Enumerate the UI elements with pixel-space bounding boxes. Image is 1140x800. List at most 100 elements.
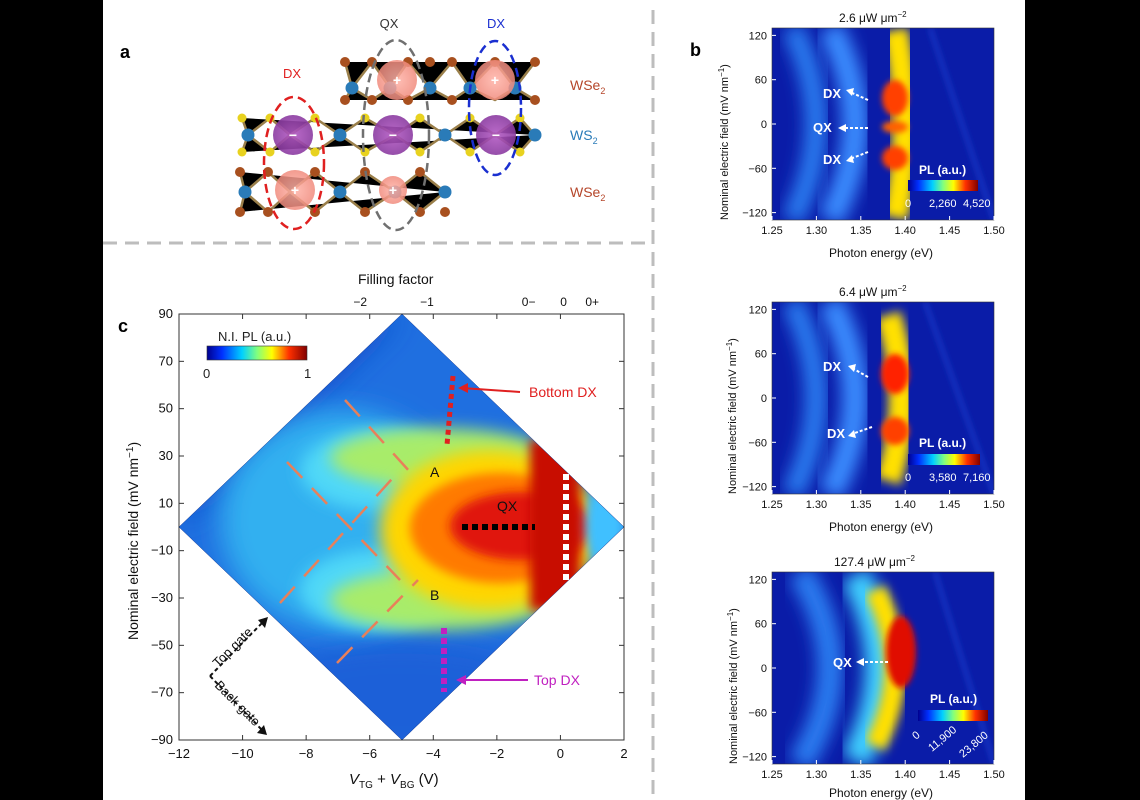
top-tick-label: 0 [560,295,567,309]
hole-symbol: + [291,182,299,198]
b-y-tick-label: 60 [755,349,767,361]
y-tick-label: 10 [159,495,173,510]
colorbar-max: 1 [304,366,311,381]
power-title-3: 127.4 μW μm−2 [834,554,916,569]
colorbar-min: 0 [203,366,210,381]
b3-qx-label: QX [833,655,852,670]
y-tick-label: −10 [151,543,173,558]
b2-ylabel: Nominal electric field (mV nm−1) [725,338,739,494]
b-x-tick-label: 1.25 [761,499,782,511]
b-y-tick-label: −60 [748,707,767,719]
qx-label: QX [380,16,399,31]
b-x-tick-label: 1.45 [939,769,960,781]
panel-c-axes-frame [178,313,625,741]
top-axis-title: Filling factor [358,271,434,287]
electron-symbol: − [389,127,397,143]
x-tick-label: −2 [489,746,504,761]
b-x-tick-label: 1.30 [806,769,827,781]
x-tick-label: −8 [299,746,314,761]
b-x-tick-label: 1.30 [806,499,827,511]
b-x-tick-label: 1.50 [983,499,1004,511]
x-tick-label: 0 [557,746,564,761]
b1-cb-tick: 4,520 [963,198,991,210]
hole-charges [275,60,515,210]
y-tick-label: 50 [159,401,173,416]
panel-c: c [118,271,628,791]
top-tick-label: −2 [353,295,367,309]
b-x-tick-label: 1.25 [761,769,782,781]
panel-c-axes: −12 −10 −8 −6 −4 −2 0 29070503010−10−30−50−70−9… [151,295,628,761]
nipl-colorbar [206,345,308,361]
b3-colorbar-title: PL (a.u.) [930,692,977,706]
panel-letter-c: c [118,316,128,336]
y-tick-label: −70 [151,685,173,700]
b-y-tick-label: 0 [761,393,767,405]
figure-canvas: a [103,0,1025,800]
y-tick-label: 90 [159,306,173,321]
b-x-tick-label: 1.40 [894,499,915,511]
b1-dx-top-label: DX [823,86,841,101]
power-title-2: 6.4 μW μm−2 [839,284,907,299]
b-x-tick-label: 1.50 [983,769,1004,781]
top-gate-arrowhead [258,617,268,628]
b-x-tick-label: 1.45 [939,225,960,237]
b-x-tick-label: 1.50 [983,225,1004,237]
power-title-1: 2.6 μW μm−2 [839,10,907,25]
b-exciton-arrows [842,91,888,663]
top-tick-label: 0+ [585,295,599,309]
top-tick-label: 0− [522,295,536,309]
b-y-tick-label: 120 [749,30,767,42]
b2-colorbar [908,454,980,465]
electron-symbol: − [492,127,500,143]
b-y-tick-label: 60 [755,619,767,631]
b-y-tick-label: 60 [755,75,767,87]
top-wse2-atoms [340,57,540,105]
panel-c-ylabel: Nominal electric field (mV nm−1) [125,442,141,640]
x-tick-label: −6 [362,746,377,761]
gate-arrows [209,621,264,731]
orange-guide-lines [279,399,419,664]
hole-symbol: + [393,72,401,88]
b1-qx-label: QX [813,120,832,135]
b3-ylabel: Nominal electric field (mV nm−1) [726,608,740,764]
bottom-dx-arrow [458,383,521,393]
b-y-tick-label: 0 [761,119,767,131]
b-y-tick-label: −120 [742,752,767,764]
b1-cb-tick: 2,260 [929,198,957,210]
colorbar-title: N.I. PL (a.u.) [218,329,291,344]
b2-cb-tick: 3,580 [929,472,957,484]
y-tick-label: 30 [159,448,173,463]
qx-region-label: QX [497,498,518,514]
layer-label-middle: WS2 [570,127,598,146]
b-x-tick-label: 1.35 [850,769,871,781]
b-y-tick-label: −60 [748,163,767,175]
b-x-tick-label: 1.35 [850,499,871,511]
figure-svg: a [103,10,1005,800]
b2-cb-tick: 0 [905,472,911,484]
b1-dx-bottom-label: DX [823,152,841,167]
y-tick-label: −90 [151,732,173,747]
b-y-tick-label: 120 [749,574,767,586]
bottom-dx-marker [444,375,456,446]
b-y-tick-label: −120 [742,482,767,494]
layer-label-top: WSe2 [570,77,605,96]
x-tick-label: −12 [168,746,190,761]
panel-letter-b: b [690,40,701,60]
hole-symbol: + [491,72,499,88]
b-x-tick-label: 1.45 [939,499,960,511]
b-y-tick-label: −120 [742,208,767,220]
top-tick-label: −1 [420,295,434,309]
hole-symbol: + [389,182,397,198]
exciton-ellipses [262,38,523,232]
panel-c-xlabel: VTG + VBG (V) [349,771,439,791]
b2-xlabel: Photon energy (eV) [829,520,933,534]
b-y-tick-label: 120 [749,304,767,316]
b1-colorbar [908,180,978,191]
b2-colorbar-title: PL (a.u.) [919,436,966,450]
panel-b: b 1.25 1.30 1.35 1.40 1.45 1.50 120 60 0 −60 −120 [690,10,1005,800]
b2-dx-bottom-label: DX [827,426,845,441]
back-gate-arrowhead [257,725,267,735]
top-gate-label: Top gate [210,624,256,670]
panel-a: a [120,16,605,232]
layer-label-bottom: WSe2 [570,184,605,203]
